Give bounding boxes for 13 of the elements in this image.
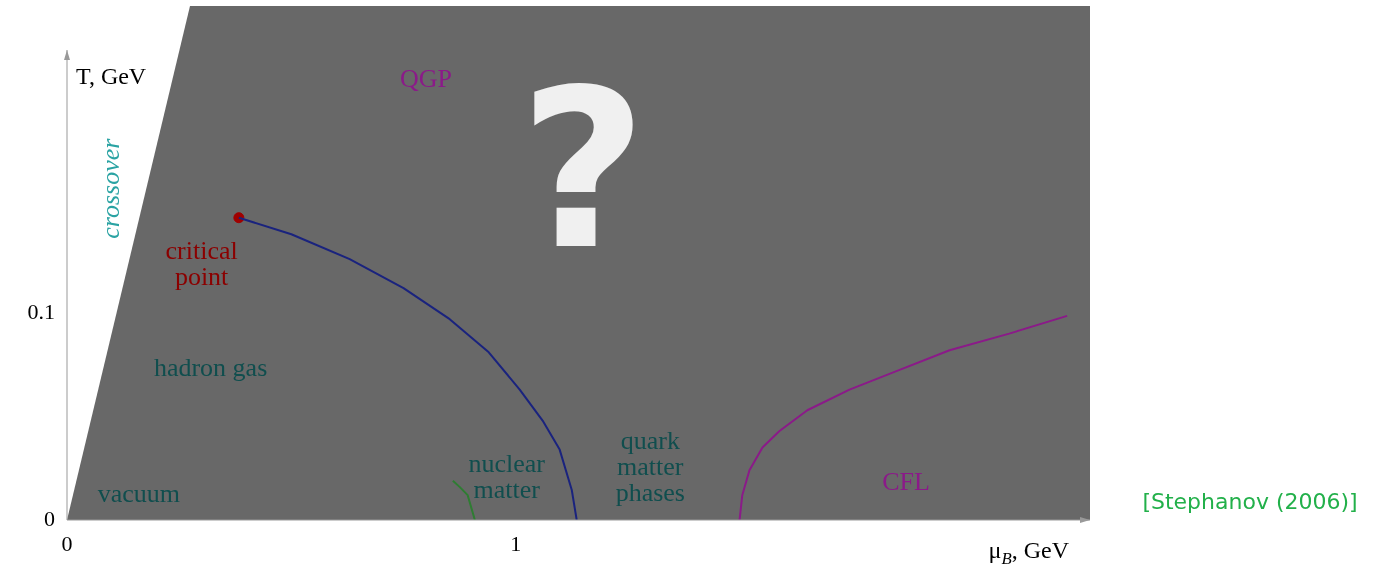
annotation: CFL: [882, 466, 930, 496]
annotation: vacuum: [97, 478, 180, 508]
y-axis-title: T, GeV: [76, 63, 147, 90]
annotation: crossover: [95, 137, 125, 239]
annotation: hadron gas: [153, 352, 268, 382]
y-tick-label: 0.1: [27, 298, 55, 324]
x-tick-label: 1: [510, 530, 522, 556]
annotation: nuclear matter: [468, 449, 546, 505]
annotation: QGP: [399, 64, 452, 94]
annotation: ?: [519, 41, 647, 298]
text: [Stephanov (2006)]: [1142, 488, 1358, 514]
annotation: quark matter phases: [615, 426, 685, 508]
annotation: critical point: [165, 236, 238, 292]
